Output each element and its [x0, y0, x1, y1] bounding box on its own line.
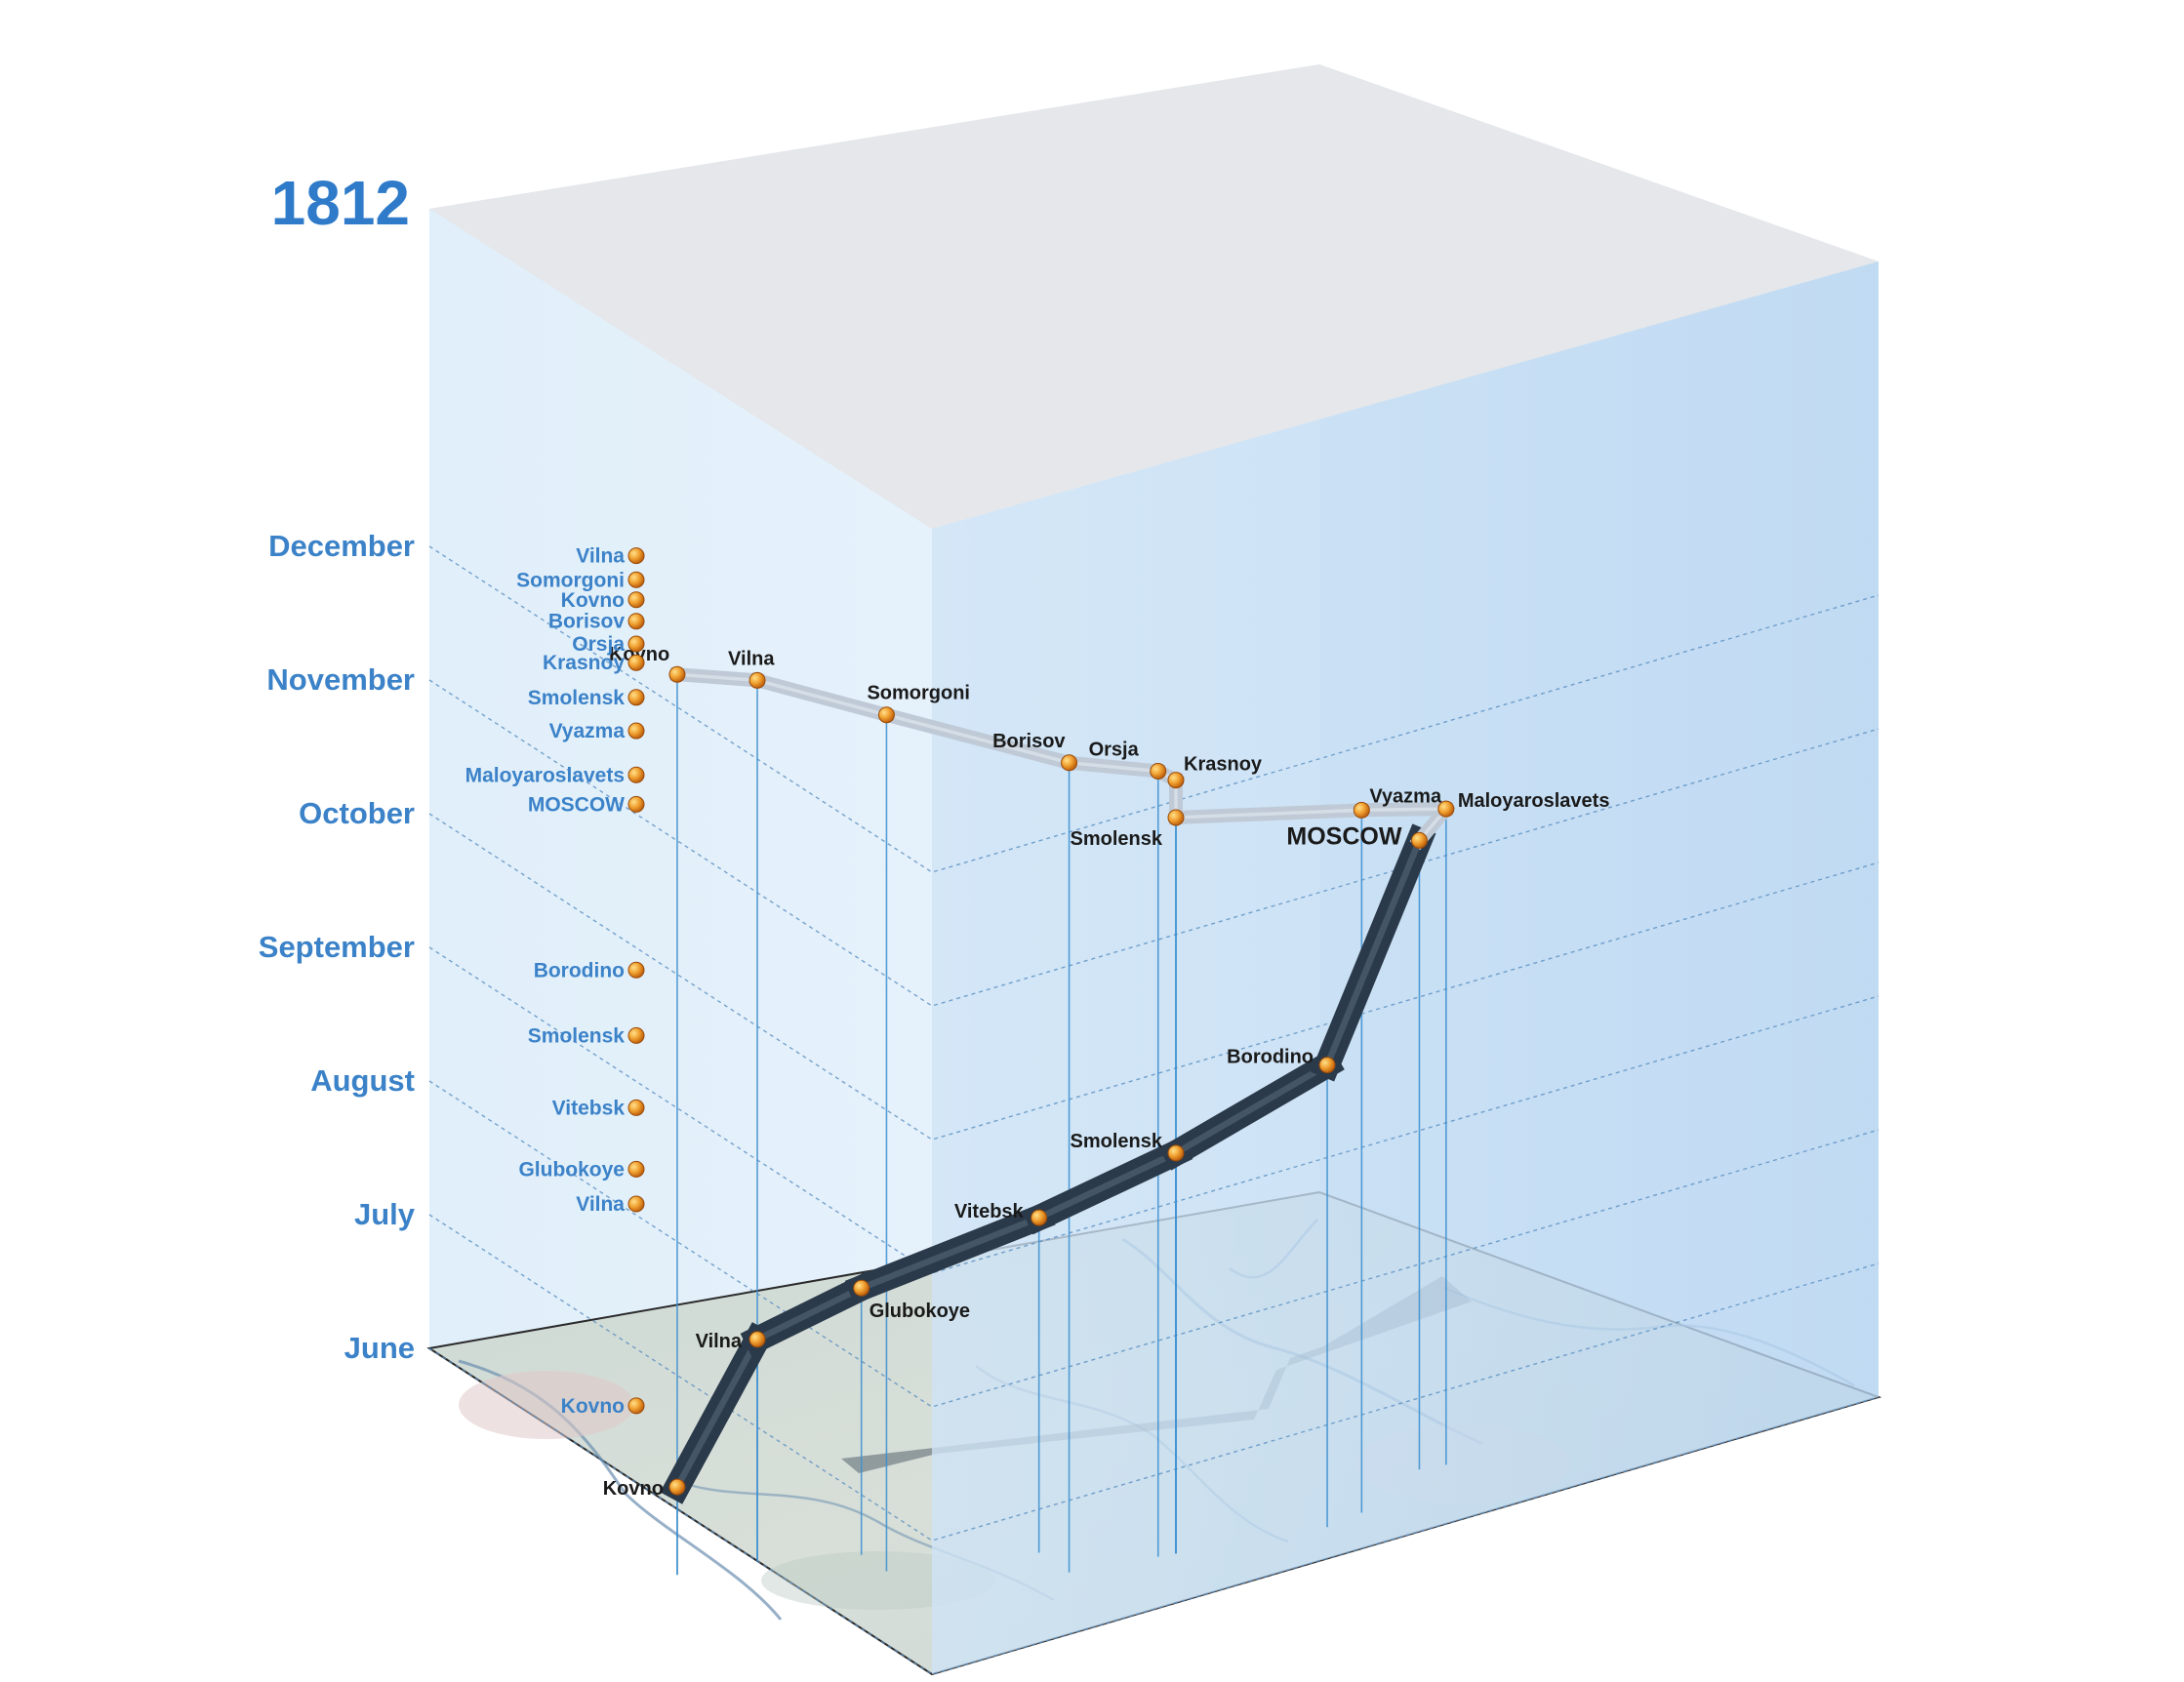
path-stop-label: Smolensk	[1071, 828, 1163, 850]
path-segment-highlight	[857, 1213, 1043, 1293]
path-stop-marker	[1061, 754, 1078, 772]
month-label-november: November	[266, 662, 415, 697]
timeline-marker	[627, 571, 645, 588]
path-stop-marker	[1150, 762, 1167, 780]
path-stop-markers	[668, 665, 1455, 1496]
timeline-label: Kovno	[561, 589, 625, 612]
path-stop-marker	[748, 671, 766, 689]
timeline-label: Vyazma	[549, 720, 626, 742]
timeline-marker	[627, 722, 645, 740]
chart-title: 1812	[271, 168, 410, 238]
path-stop-label: Smolensk	[1071, 1131, 1163, 1152]
path-stop-label: Glubokoye	[870, 1301, 970, 1322]
timeline-label: Glubokoye	[518, 1158, 625, 1181]
path-stop-label: Somorgoni	[867, 683, 970, 704]
month-label-july: July	[354, 1197, 416, 1231]
timeline-label: Maloyaroslavets	[465, 764, 625, 786]
path-stop-label: Kovno	[603, 1478, 664, 1500]
path-stop-labels: Kovno Vilna Glubokoye Vitebsk Smolensk Borodi…	[603, 644, 1610, 1500]
timeline-marker	[627, 591, 645, 609]
path-stop-marker	[748, 1331, 766, 1348]
timeline-label: Kovno	[561, 1395, 625, 1418]
path-segment-highlight	[672, 1335, 762, 1492]
space-time-path	[660, 666, 1456, 1504]
path-segment-highlight	[1171, 1061, 1332, 1158]
path-stop-label: Kovno	[609, 644, 669, 665]
path-stop-label: MOSCOW	[1286, 822, 1401, 850]
path-stop-marker	[1031, 1209, 1048, 1226]
timeline-label: Vilna	[576, 1193, 625, 1216]
month-label-december: December	[268, 529, 415, 563]
timeline-label: Vitebsk	[552, 1097, 626, 1119]
timeline-marker	[627, 547, 645, 565]
path-stop-marker	[1410, 831, 1428, 849]
month-label-october: October	[299, 796, 415, 830]
path-stop-label: Krasnoy	[1184, 754, 1263, 776]
timeline-label: Smolensk	[528, 1024, 626, 1047]
path-stop-marker	[1167, 809, 1185, 826]
path-stop-marker	[668, 1478, 686, 1496]
timeline-label: Smolensk	[528, 687, 626, 709]
timeline-label: Krasnoy	[543, 652, 625, 674]
timeline-marker	[627, 1160, 645, 1178]
path-segment-highlight	[884, 712, 1072, 765]
month-label-june: June	[344, 1331, 415, 1365]
path-stop-marker	[1167, 1144, 1185, 1162]
path-segment-highlight	[1359, 807, 1448, 813]
path-stop-marker	[1318, 1057, 1336, 1074]
timeline-marker	[627, 766, 645, 783]
timeline-marker	[627, 654, 645, 671]
top-face	[429, 64, 1879, 529]
timeline-marker	[627, 795, 645, 813]
timeline-marker	[627, 961, 645, 979]
timeline-label: Somorgoni	[516, 569, 625, 591]
path-stop-label: Maloyaroslavets	[1458, 790, 1610, 812]
timeline-marker	[627, 1026, 645, 1044]
path-stop-marker	[1437, 800, 1455, 818]
timeline-label: Orsja	[572, 633, 625, 656]
timeline-marker	[627, 1397, 645, 1415]
front-right-wall	[932, 261, 1879, 1674]
path-segment-highlight	[754, 678, 889, 717]
path-stop-label: Vyazma	[1369, 785, 1442, 807]
path-stop-label: Vilna	[728, 648, 775, 669]
timeline-label: Borisov	[548, 611, 626, 633]
path-stop-marker	[1353, 801, 1370, 819]
path-segment-highlight	[1067, 760, 1160, 774]
timeline-marker	[627, 613, 645, 630]
path-shadow	[841, 1276, 1472, 1473]
path-stop-label: Vitebsk	[954, 1201, 1025, 1222]
timeline-marker	[627, 1195, 645, 1213]
path-stop-marker	[1167, 772, 1185, 789]
path-segment-highlight	[752, 1283, 867, 1344]
month-axis-labels: June July August September October November De…	[259, 529, 416, 1365]
path-stop-marker	[853, 1279, 870, 1297]
timeline-label: MOSCOW	[528, 793, 625, 816]
path-segment-highlight	[1034, 1148, 1181, 1222]
path-stop-marker	[668, 665, 686, 683]
path-stop-marker	[877, 706, 895, 724]
path-stop-label: Borisov	[992, 731, 1066, 752]
path-segment-highlight	[1174, 808, 1364, 820]
timeline-marker	[627, 689, 645, 706]
timeline-marker	[627, 635, 645, 653]
path-stop-label: Vilna	[696, 1331, 743, 1352]
path-stop-label: Orsja	[1089, 739, 1140, 760]
path-segment-highlight	[675, 672, 759, 683]
month-label-september: September	[259, 930, 415, 964]
timeline-events: KovnoVilnaSomorgoniBorisovOrsjaKrasnoySm…	[465, 545, 645, 1418]
path-segment-highlight	[1322, 836, 1424, 1069]
timeline-label: Vilna	[576, 545, 625, 568]
timeline-marker	[627, 1099, 645, 1116]
month-label-august: August	[310, 1063, 415, 1098]
path-stop-label: Borodino	[1227, 1047, 1314, 1068]
timeline-label: Borodino	[534, 959, 625, 981]
